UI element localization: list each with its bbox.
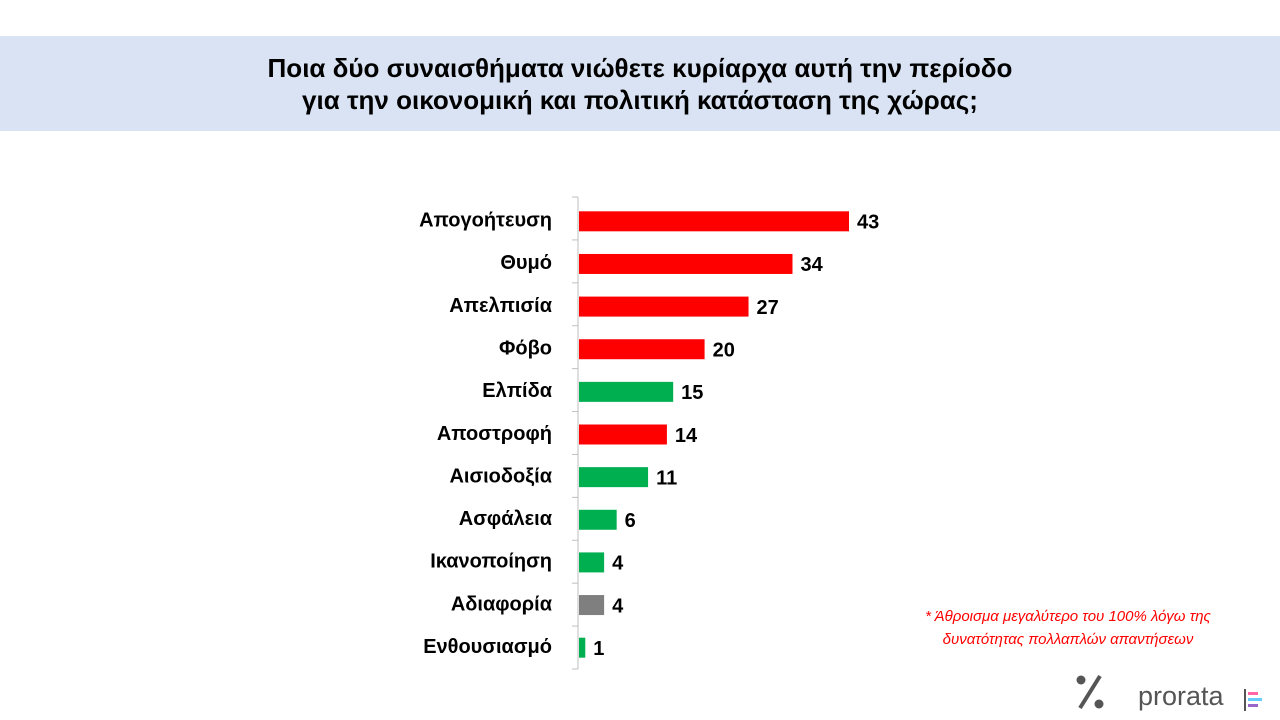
value-label: 4: [612, 553, 624, 575]
logo-mark: [1076, 674, 1104, 710]
bar: [579, 595, 605, 616]
bar: [579, 296, 749, 317]
bar: [579, 253, 793, 274]
value-label: 43: [857, 212, 879, 234]
value-label: 20: [713, 340, 735, 362]
category-label: Ελπίδα: [482, 380, 552, 402]
value-label: 1: [593, 638, 604, 660]
category-label: Ασφάλεια: [459, 508, 553, 530]
logo-bars: [1244, 689, 1262, 711]
title-band: [0, 36, 1280, 131]
category-label: Αδιαφορία: [451, 593, 553, 615]
footnote: δυνατότητας πολλαπλών απαντήσεων: [943, 631, 1194, 648]
category-label: Αισιοδοξία: [449, 465, 552, 487]
category-label: Ενθουσιασμό: [423, 636, 552, 658]
category-label: Αποστροφή: [437, 423, 552, 445]
bar: [579, 381, 674, 402]
category-label: Ικανοποίηση: [430, 551, 552, 573]
value-label: 14: [675, 425, 698, 447]
category-label: Θυμό: [500, 252, 552, 274]
logo-text: prorata: [1138, 681, 1225, 711]
bar: [579, 424, 667, 445]
bar: [579, 509, 617, 530]
value-label: 4: [612, 595, 624, 617]
bar: [579, 211, 849, 232]
value-label: 34: [800, 254, 823, 276]
value-label: 15: [681, 382, 703, 404]
bar: [579, 467, 649, 488]
footnote: * Άθροισμα μεγαλύτερο του 100% λόγω της: [925, 608, 1211, 625]
value-label: 6: [625, 510, 636, 532]
value-label: 27: [757, 297, 779, 319]
bar: [579, 339, 705, 360]
category-label: Απογοήτευση: [419, 210, 552, 232]
category-label: Φόβο: [499, 338, 552, 360]
chart-title: Ποια δύο συναισθήματα νιώθετε κυρίαρχα α…: [268, 53, 1013, 83]
chart-title: για την οικονομική και πολιτική κατάστασ…: [302, 85, 978, 115]
value-label: 11: [656, 467, 677, 489]
bar: [579, 552, 605, 573]
category-label: Απελπισία: [449, 295, 552, 317]
bar: [579, 637, 586, 658]
